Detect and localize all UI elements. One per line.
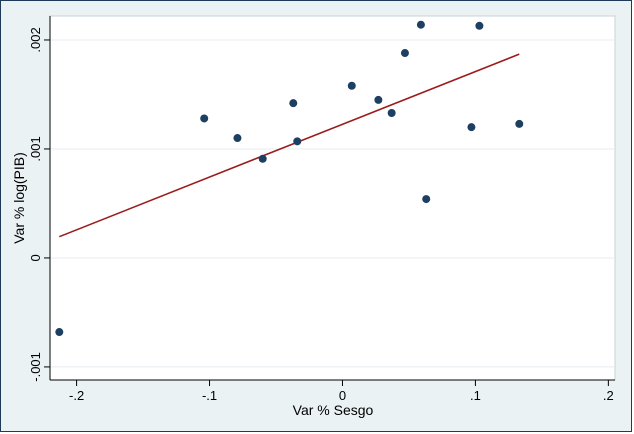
y-axis-ticks: -.001 0 .001 .002 <box>28 27 50 382</box>
x-tick-label: 0 <box>339 388 346 403</box>
scatter-point <box>233 134 242 143</box>
scatter-point <box>258 154 267 163</box>
scatter-point <box>515 119 524 128</box>
scatter-point <box>289 99 298 108</box>
y-axis-title: Var % log(PIB) <box>11 152 27 244</box>
scatter-point <box>200 114 209 123</box>
x-tick-label: -.1 <box>202 388 217 403</box>
x-tick-label: .2 <box>603 388 614 403</box>
scatter-point <box>293 137 302 146</box>
grid-lines <box>50 39 615 368</box>
scatter-point <box>387 108 396 117</box>
scatter-point <box>422 195 431 204</box>
x-tick-label: .1 <box>470 388 481 403</box>
data-points <box>55 20 524 337</box>
fit-line-group <box>59 53 520 238</box>
scatter-point <box>467 123 476 132</box>
y-tick-label: .002 <box>28 27 43 52</box>
x-axis-title: Var % Sesgo <box>293 402 374 418</box>
scatter-point <box>400 49 409 58</box>
x-axis-ticks: -.2 -.1 0 .1 .2 <box>69 380 614 403</box>
scatter-point <box>347 81 356 90</box>
scatter-point <box>55 328 64 337</box>
x-tick-label: -.2 <box>69 388 84 403</box>
y-tick-label: .001 <box>28 136 43 161</box>
scatter-point <box>475 21 484 30</box>
y-tick-label: -.001 <box>28 352 43 382</box>
y-tick-label: 0 <box>28 254 43 261</box>
scatter-point <box>374 95 383 104</box>
fit-line <box>59 53 520 238</box>
scatter-point <box>416 20 425 29</box>
axes <box>49 16 615 381</box>
plot-area <box>49 15 616 381</box>
